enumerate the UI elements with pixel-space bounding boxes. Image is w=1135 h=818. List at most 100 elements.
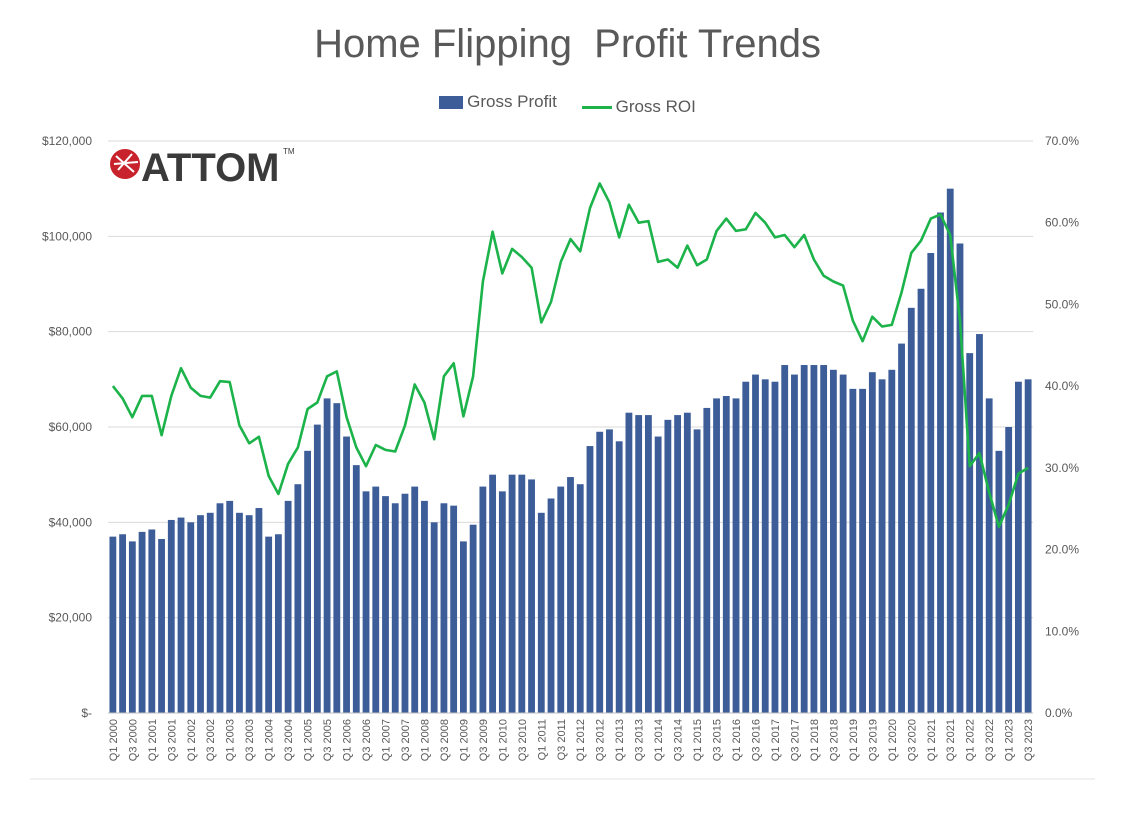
x-tick-label: Q3 2000 — [127, 719, 139, 761]
x-tick-label: Q3 2016 — [751, 719, 763, 761]
bar — [430, 522, 438, 713]
bar — [985, 398, 993, 713]
x-tick-label: Q3 2015 — [712, 719, 724, 761]
bar — [313, 424, 321, 713]
bar — [829, 369, 837, 713]
y-right-tick-label: 50.0% — [1045, 297, 1079, 311]
svg-text:TM: TM — [283, 147, 295, 156]
x-tick-label: Q3 2008 — [439, 719, 451, 761]
x-tick-label: Q1 2019 — [848, 719, 860, 761]
bar — [722, 396, 730, 713]
y-left-tick-label: $100,000 — [42, 229, 92, 243]
x-tick-label: Q3 2011 — [556, 719, 568, 760]
bar — [177, 517, 185, 713]
bar — [187, 522, 195, 713]
bar — [274, 534, 282, 713]
bar — [820, 365, 828, 713]
x-tick-label: Q3 2021 — [945, 719, 957, 761]
bar — [245, 515, 253, 713]
x-tick-label: Q3 2022 — [984, 719, 996, 761]
bar — [498, 491, 506, 713]
y-right-tick-label: 10.0% — [1045, 624, 1079, 638]
y-right-tick-label: 30.0% — [1045, 461, 1079, 475]
bar — [635, 415, 643, 713]
bar — [859, 388, 867, 713]
bar — [976, 334, 983, 713]
bar — [557, 486, 565, 713]
x-tick-label: Q3 2019 — [867, 719, 879, 761]
y-left-tick-label: $20,000 — [49, 611, 93, 625]
bar — [771, 381, 779, 713]
bar — [674, 415, 682, 713]
bar — [382, 496, 389, 713]
bar — [868, 372, 876, 713]
x-tick-label: Q3 2018 — [828, 719, 840, 761]
x-tick-label: Q1 2017 — [770, 719, 782, 761]
bar — [391, 503, 399, 713]
x-tick-label: Q3 2007 — [400, 719, 412, 761]
x-tick-label: Q3 2023 — [1023, 719, 1035, 761]
bar — [1014, 381, 1022, 713]
legend: Gross Profit Gross ROI — [0, 92, 1135, 117]
bar — [800, 365, 808, 713]
x-tick-label: Q1 2006 — [342, 719, 354, 761]
x-tick-label: Q1 2005 — [303, 719, 315, 761]
bar — [1024, 379, 1032, 713]
x-tick-label: Q3 2020 — [906, 719, 918, 761]
x-tick-label: Q1 2008 — [419, 719, 431, 761]
x-tick-label: Q1 2004 — [264, 719, 276, 761]
x-tick-label: Q1 2010 — [497, 719, 509, 761]
bar — [956, 243, 964, 713]
bar — [518, 474, 526, 713]
bar — [372, 486, 380, 713]
y-right-tick-label: 20.0% — [1045, 543, 1079, 557]
bar — [362, 491, 370, 713]
bar — [294, 484, 302, 713]
x-tick-label: Q1 2009 — [458, 719, 470, 761]
svg-text:ATTOM: ATTOM — [141, 146, 280, 188]
x-tick-label: Q3 2014 — [673, 719, 685, 761]
x-tick-label: Q1 2015 — [692, 719, 704, 761]
bar — [265, 536, 273, 713]
bar — [508, 474, 516, 713]
bar — [236, 512, 243, 713]
legend-item-gross-profit: Gross Profit — [439, 92, 557, 112]
legend-label-gross-profit: Gross Profit — [467, 92, 557, 111]
x-tick-label: Q1 2007 — [381, 719, 393, 761]
y-right-tick-label: 40.0% — [1045, 379, 1079, 393]
bar — [197, 515, 204, 713]
attom-logo: ATTOM TM — [110, 146, 295, 188]
y-right-tick-label: 70.0% — [1045, 134, 1079, 148]
bar — [411, 486, 419, 713]
bar — [323, 398, 331, 713]
bar — [1005, 427, 1013, 713]
x-tick-label: Q1 2001 — [147, 719, 159, 761]
legend-item-gross-roi: Gross ROI — [581, 97, 696, 117]
bar — [625, 412, 633, 713]
bar — [304, 450, 312, 713]
bar — [791, 374, 798, 713]
bar — [459, 541, 467, 713]
x-tick-label: Q1 2016 — [731, 719, 743, 761]
bar — [606, 429, 613, 713]
x-tick-label: Q3 2001 — [166, 719, 178, 761]
bar — [479, 486, 487, 713]
bar — [216, 503, 224, 713]
bar — [586, 446, 594, 713]
x-tick-label: Q3 2004 — [283, 719, 295, 761]
x-tick-label: Q1 2018 — [809, 719, 821, 761]
bar — [732, 398, 740, 713]
x-tick-label: Q3 2009 — [478, 719, 490, 761]
x-tick-label: Q3 2005 — [322, 719, 334, 761]
x-tick-label: Q1 2023 — [1004, 719, 1016, 761]
y-right-tick-label: 0.0% — [1045, 706, 1073, 720]
bar — [333, 403, 341, 713]
bar — [109, 536, 117, 713]
bar — [469, 524, 477, 713]
bar — [255, 508, 263, 713]
bar — [167, 519, 175, 713]
x-tick-label: Q1 2000 — [108, 719, 120, 761]
bar — [528, 479, 535, 713]
bar — [917, 288, 925, 713]
bar — [839, 374, 847, 713]
